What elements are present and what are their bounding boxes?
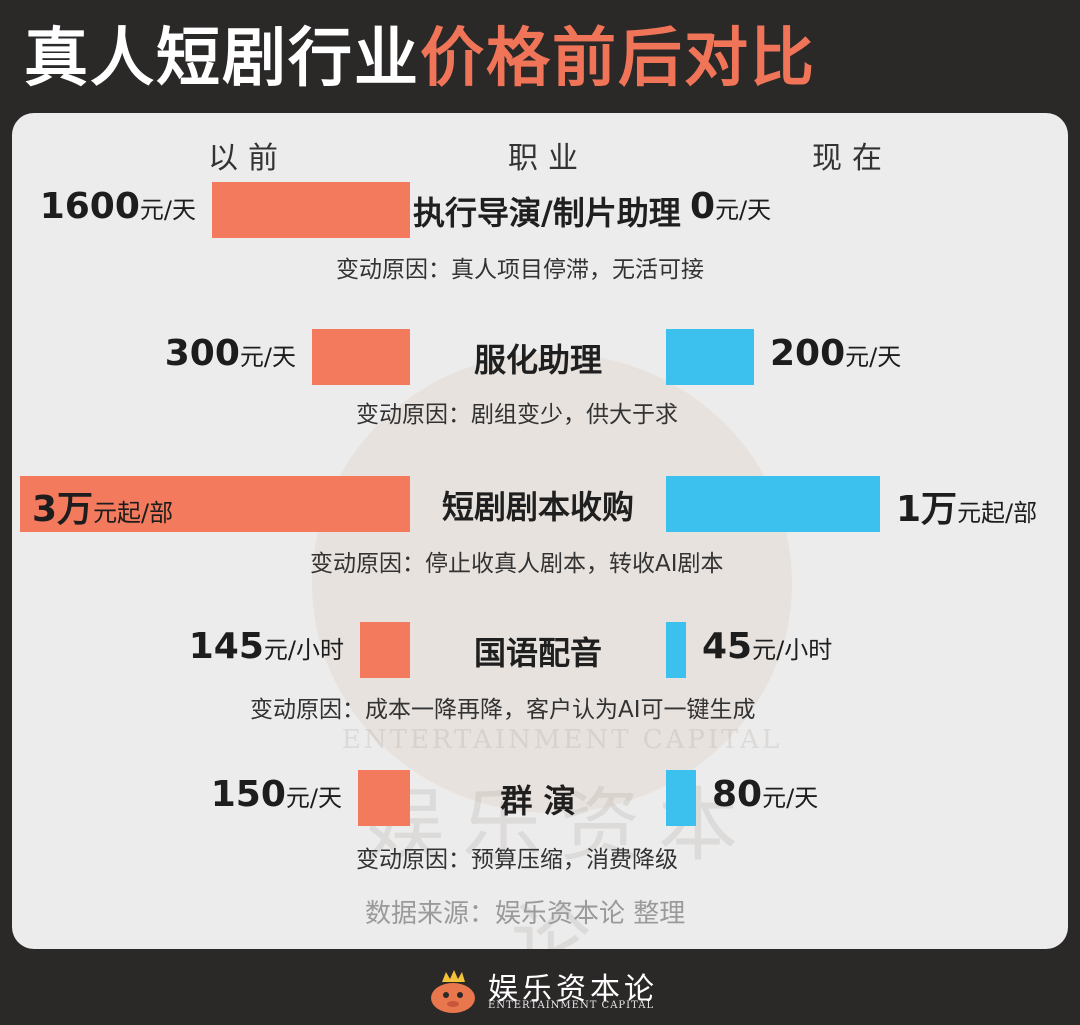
- bar-after: [666, 476, 880, 532]
- bar-before: [212, 182, 410, 238]
- value-number: 0: [690, 186, 716, 227]
- value-before: 300元/天: [165, 333, 296, 374]
- value-after: 0元/天: [690, 186, 771, 227]
- value-after: 80元/天: [712, 774, 818, 815]
- value-after: 45元/小时: [702, 626, 832, 667]
- value-unit: 元起/部: [957, 499, 1038, 527]
- value-before: 150元/天: [211, 774, 342, 815]
- page-title: 真人短剧行业价格前后对比: [24, 14, 816, 104]
- value-number: 45: [702, 626, 753, 667]
- footer-logo: 娱乐资本论 ENTERTAINMENT CAPITAL: [428, 960, 655, 1016]
- value-before: 1600元/天: [40, 186, 196, 227]
- value-unit: 元/天: [239, 343, 296, 371]
- value-number: 1600: [39, 186, 140, 227]
- value-unit: 元/天: [285, 784, 342, 812]
- value-unit: 元/天: [845, 343, 902, 371]
- title-part2: 价格前后对比: [420, 22, 816, 96]
- header-after: 现在: [812, 141, 892, 176]
- job-label: 执行导演/制片助理: [413, 194, 681, 232]
- change-reason: 变动原因：剧组变少，供大于求: [356, 402, 678, 428]
- value-unit: 元/天: [762, 784, 819, 812]
- bar-after: [666, 622, 686, 678]
- value-number: 80: [712, 774, 763, 815]
- value-unit: 元/天: [715, 196, 772, 224]
- header-job: 职业: [508, 141, 588, 176]
- job-label: 服化助理: [473, 341, 602, 379]
- change-reason: 变动原因：真人项目停滞，无活可接: [336, 257, 704, 283]
- value-after: 1万元起/部: [896, 480, 1037, 532]
- logo-text-cn: 娱乐资本论: [488, 972, 658, 1007]
- value-before: 3万元起/部: [32, 480, 173, 532]
- data-source: 数据来源：娱乐资本论 整理: [365, 899, 686, 929]
- watermark-mascot: [312, 353, 792, 813]
- title-part1: 真人短剧行业: [24, 22, 420, 96]
- value-unit: 元起/部: [93, 499, 174, 527]
- mascot-logo-icon: [431, 970, 475, 1013]
- job-label: 国语配音: [473, 634, 602, 672]
- job-label: 群 演: [500, 782, 576, 820]
- header-before: 以前: [208, 141, 288, 176]
- bar-before: [358, 770, 410, 826]
- value-number: 300: [164, 333, 240, 374]
- change-reason: 变动原因：停止收真人剧本，转收AI剧本: [310, 551, 724, 577]
- job-label: 短剧剧本收购: [441, 488, 634, 526]
- bar-before: [20, 476, 410, 532]
- watermark-en: ENTERTAINMENT CAPITAL: [341, 725, 783, 755]
- value-after: 200元/天: [770, 333, 901, 374]
- bar-before: [312, 329, 410, 385]
- logo-text-en: ENTERTAINMENT CAPITAL: [488, 1000, 655, 1011]
- bar-before: [360, 622, 410, 678]
- value-unit: 元/天: [139, 196, 196, 224]
- value-number: 1万: [896, 489, 958, 530]
- value-number: 3万: [32, 489, 94, 530]
- value-before: 145元/小时: [189, 626, 344, 667]
- change-reason: 变动原因：成本一降再降，客户认为AI可一键生成: [250, 697, 756, 723]
- value-number: 200: [770, 333, 846, 374]
- value-number: 145: [188, 626, 264, 667]
- value-number: 150: [210, 774, 286, 815]
- value-unit: 元/小时: [752, 636, 833, 664]
- bar-after: [666, 770, 696, 826]
- change-reason: 变动原因：预算压缩，消费降级: [356, 847, 678, 873]
- bar-after: [666, 329, 754, 385]
- value-unit: 元/小时: [263, 636, 344, 664]
